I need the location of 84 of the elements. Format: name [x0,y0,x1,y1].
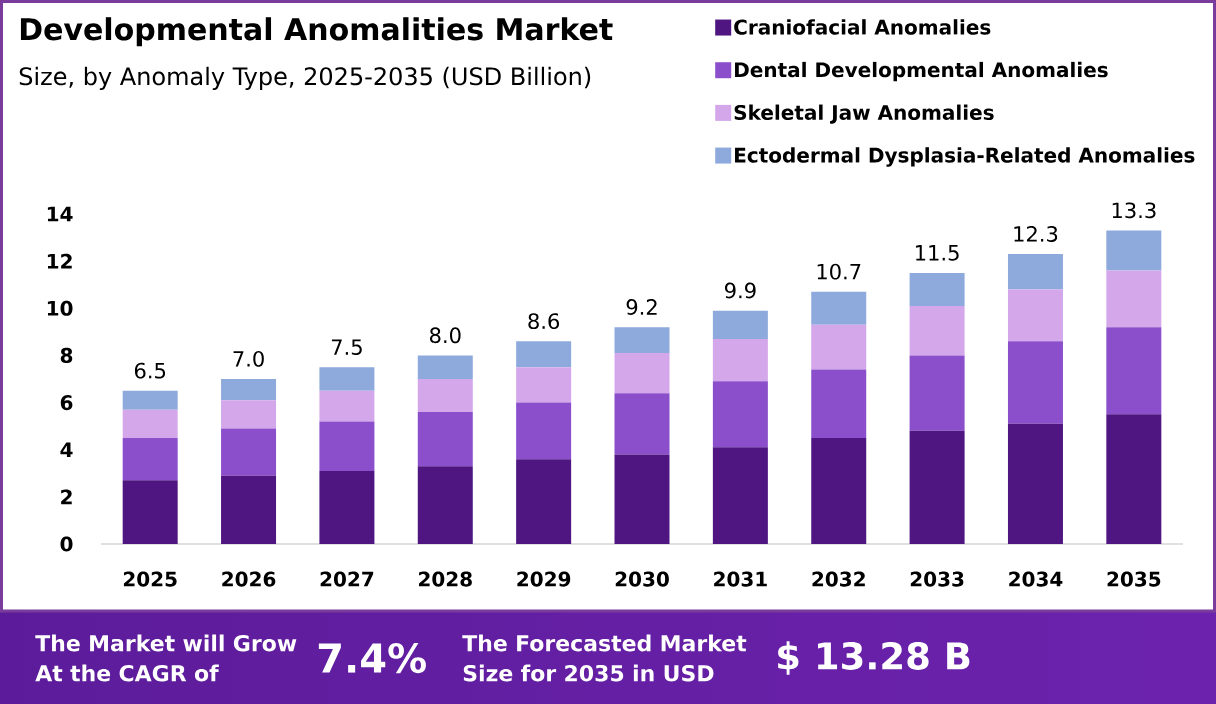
bar [122,437,178,481]
bar [319,390,375,422]
bar [909,430,965,545]
bar [1106,270,1162,328]
bar [712,447,768,545]
x-tick-label: 2031 [714,571,767,587]
bar [811,369,867,438]
bar [712,310,768,339]
text: $ 13.28 B [778,641,970,675]
bar [909,355,965,431]
bar [122,480,178,545]
bar [614,454,670,545]
bar [417,379,473,413]
x-tick-label: 2032 [812,571,865,587]
bar [516,341,572,368]
y-tick-label: 4 [60,442,73,458]
chart-title: Developmental Anomalities Market [20,17,613,47]
bar [614,327,670,354]
bar [712,381,768,448]
bar [811,324,867,370]
y-tick-label: 14 [47,206,73,222]
bar [516,459,572,545]
bar [221,428,277,476]
total-label: 11.5 [916,245,959,261]
bar [319,470,375,545]
bar [122,409,178,438]
bar [417,466,473,545]
bar [614,393,670,455]
chart-subtitle: Size, by Anomaly Type, 2025-2035 (USD Billion) [19,66,591,90]
bar [909,305,965,356]
x-tick-label: 2027 [320,571,374,587]
x-tick-label: 2029 [517,571,571,587]
x-tick-label: 2034 [1009,571,1063,587]
total-label: 9.9 [725,282,756,299]
bar [1007,423,1063,545]
bar [516,402,572,460]
total-label: 7.5 [331,339,362,356]
text: 7.4% [318,642,426,674]
total-label: 7.0 [233,350,264,367]
bar [221,475,277,545]
bar [221,400,277,429]
total-label: 6.5 [134,362,166,379]
total-label: 9.2 [626,299,657,315]
bar [614,353,670,394]
x-tick-label: 2025 [123,571,177,587]
text: The Market will Grow At the CAGR of [35,634,297,682]
bar [221,379,277,401]
legend-label: Skeletal Jaw Anomalies [734,104,994,124]
bar [1007,289,1063,342]
bar [1106,414,1162,545]
bar [1007,254,1063,290]
text: The Forecasted Market Size for 2035 in USD [462,634,747,682]
legend-label: Ectodermal Dysplasia-Related Anomalies [735,147,1195,167]
bar [319,421,375,471]
total-label: 12.3 [1014,225,1058,242]
y-tick-label: 8 [60,347,73,363]
x-tick-label: 2035 [1107,571,1161,587]
y-tick-label: 12 [47,253,72,269]
bar [1106,230,1162,271]
total-label: 8.0 [430,327,461,344]
x-tick-label: 2026 [222,571,276,587]
total-label: 10.7 [817,263,861,280]
bar [1007,341,1063,424]
bar [516,367,572,403]
x-tick-label: 2030 [615,571,669,587]
bar [417,355,473,380]
y-tick-label: 0 [60,536,73,552]
y-tick-label: 10 [47,300,73,316]
bar [1106,327,1162,415]
bar [122,390,178,410]
x-tick-label: 2028 [419,571,472,587]
legend-label: Dental Developmental Anomalies [735,61,1108,82]
total-label: 8.6 [528,313,560,330]
bar [712,338,768,382]
legend-label: Craniofacial Anomalies [734,19,991,35]
total-label: 13.3 [1112,202,1156,219]
bar [811,437,867,545]
bar [909,272,965,306]
y-tick-label: 2 [61,489,72,505]
x-tick-label: 2033 [910,571,964,587]
bar [319,367,375,391]
bar [811,291,867,325]
bar [417,412,473,467]
y-tick-label: 6 [60,395,73,411]
